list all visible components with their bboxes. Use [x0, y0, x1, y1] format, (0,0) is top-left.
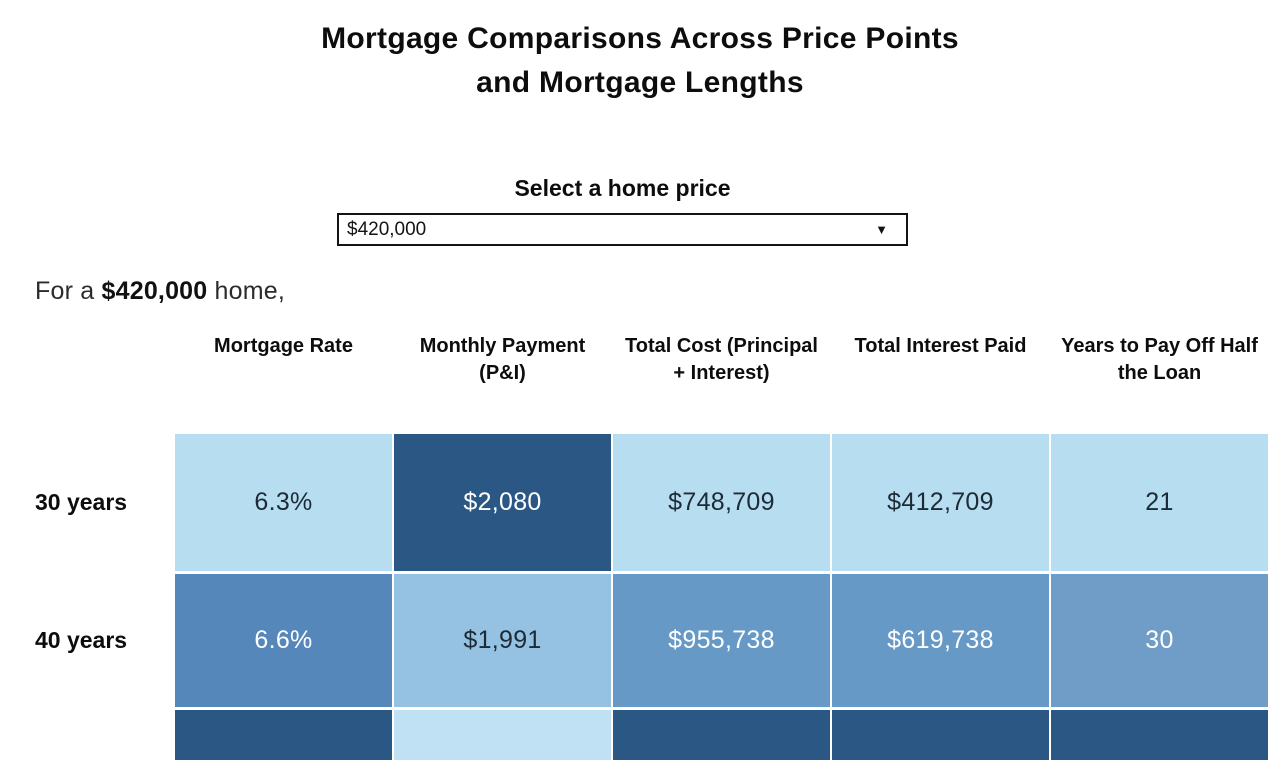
cell-partial-total-interest[interactable]	[832, 710, 1049, 760]
cell-30yr-total-cost[interactable]: $748,709	[613, 434, 830, 571]
cell-30yr-mortgage-rate[interactable]: 6.3%	[175, 434, 392, 571]
cell-partial-total-cost[interactable]	[613, 710, 830, 760]
page-title-line2: and Mortgage Lengths	[476, 66, 804, 99]
cell-30yr-total-interest[interactable]: $412,709	[832, 434, 1049, 571]
cell-30yr-years-to-half[interactable]: 21	[1051, 434, 1268, 571]
subtitle-prefix: For a	[35, 277, 95, 305]
home-price-dropdown[interactable]: $420,000 ▼	[337, 213, 908, 246]
dropdown-arrow-icon: ▼	[875, 222, 888, 237]
cell-40yr-monthly-payment[interactable]: $1,991	[394, 574, 611, 707]
cell-40yr-years-to-half[interactable]: 30	[1051, 574, 1268, 707]
table-corner-spacer	[33, 333, 173, 431]
column-header-years-to-half: Years to Pay Off Half the Loan	[1061, 335, 1258, 384]
column-header-total-cost: Total Cost (Principal + Interest)	[625, 335, 818, 384]
page-title: Mortgage Comparisons Across Price Points…	[0, 17, 1280, 105]
subtitle: For a $420,000 home,	[35, 277, 285, 306]
subtitle-price: $420,000	[101, 277, 208, 305]
row-label-40-years: 40 years	[35, 627, 128, 653]
home-price-dropdown-value: $420,000	[347, 218, 427, 240]
home-price-select-label: Select a home price	[514, 175, 731, 201]
row-label-partial	[33, 710, 173, 760]
cell-partial-monthly-payment[interactable]	[394, 710, 611, 760]
cell-40yr-total-interest[interactable]: $619,738	[832, 574, 1049, 707]
column-header-mortgage-rate: Mortgage Rate	[214, 335, 353, 357]
row-label-30-years: 30 years	[35, 489, 128, 515]
column-header-total-interest: Total Interest Paid	[854, 335, 1027, 357]
cell-partial-mortgage-rate[interactable]	[175, 710, 392, 760]
mortgage-comparison-table: Mortgage Rate Monthly Payment (P&I) Tota…	[33, 333, 1268, 760]
cell-40yr-total-cost[interactable]: $955,738	[613, 574, 830, 707]
cell-30yr-monthly-payment[interactable]: $2,080	[394, 434, 611, 571]
column-header-monthly-payment: Monthly Payment (P&I)	[419, 335, 586, 384]
page-title-line1: Mortgage Comparisons Across Price Points	[321, 22, 959, 55]
cell-partial-years-to-half[interactable]	[1051, 710, 1268, 760]
cell-40yr-mortgage-rate[interactable]: 6.6%	[175, 574, 392, 707]
subtitle-suffix: home,	[214, 277, 286, 305]
